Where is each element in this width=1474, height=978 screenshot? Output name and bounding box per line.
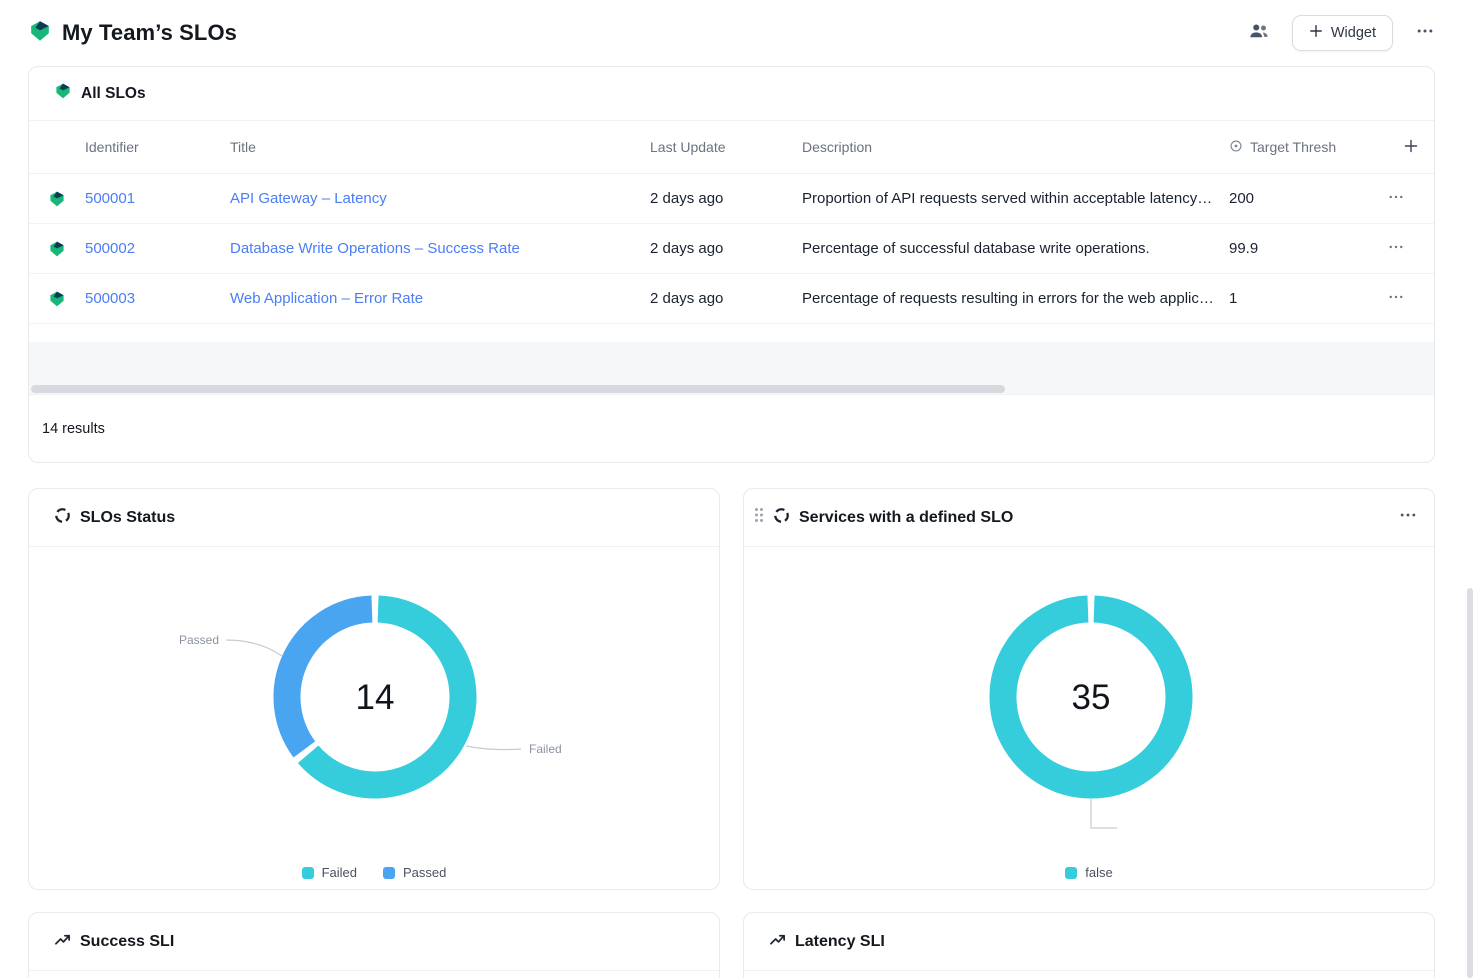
all-slos-card: All SLOs Identifier Title Last Update De… (28, 66, 1435, 463)
row-identifier-link[interactable]: 500003 (85, 290, 136, 307)
services-slo-card: Services with a defined SLO 35 false (743, 488, 1435, 890)
legend-swatch-failed (301, 866, 314, 879)
all-slos-card-title: All SLOs (81, 84, 146, 102)
success-sli-title: Success SLI (80, 932, 175, 950)
row-target-threshold: 99.9 (1229, 240, 1259, 257)
charts-row: SLOs Status Passed Failed 14 Failed (28, 488, 1435, 890)
add-widget-button[interactable]: Widget (1291, 15, 1393, 51)
donut-center-value: 35 (1072, 678, 1111, 717)
page-menu-button[interactable] (1415, 21, 1435, 46)
row-identifier-link[interactable]: 500001 (85, 190, 136, 207)
column-header-target-threshold: Target Thresh (1229, 139, 1387, 156)
row-last-update: 2 days ago (650, 240, 724, 257)
legend-item-passed[interactable]: Passed (383, 865, 446, 880)
port-logo-icon (28, 19, 52, 48)
table-row: 500002 Database Write Operations – Succe… (29, 224, 1434, 274)
page-header: My Team’s SLOs Widget (28, 0, 1435, 66)
services-slo-chart: 35 false (744, 547, 1434, 889)
row-menu-button[interactable] (1387, 288, 1405, 310)
row-description: Percentage of successful database write … (802, 240, 1150, 257)
page-title: My Team’s SLOs (62, 20, 238, 45)
donut-center-value: 14 (356, 678, 395, 717)
entity-logo-icon (29, 190, 85, 208)
legend-item-false[interactable]: false (1065, 865, 1113, 880)
row-target-threshold: 1 (1229, 290, 1238, 307)
slos-status-donut: Passed Failed 14 (179, 595, 562, 799)
page-scrollbar-thumb[interactable] (1467, 588, 1473, 978)
slos-status-chart: Passed Failed 14 Failed Passed (29, 547, 719, 889)
row-target-threshold: 200 (1229, 190, 1255, 207)
results-count: 14 results (42, 420, 105, 437)
legend-swatch-passed (383, 866, 396, 879)
latency-sli-title: Latency SLI (795, 932, 885, 950)
slos-status-card: SLOs Status Passed Failed 14 Failed (28, 488, 720, 890)
add-column-button[interactable] (1403, 138, 1419, 157)
slos-status-title: SLOs Status (80, 508, 176, 526)
table-header-row: Identifier Title Last Update Description… (29, 121, 1434, 174)
bottom-cards-row: Success SLI Latency SLI (28, 912, 1435, 978)
row-title-link[interactable]: API Gateway – Latency (230, 190, 387, 207)
table-footer: 14 results (29, 394, 1434, 462)
line-chart-icon (769, 931, 786, 953)
entity-logo-icon (29, 240, 85, 258)
row-last-update: 2 days ago (650, 190, 724, 207)
latency-sli-card-header: Latency SLI (744, 913, 1434, 971)
row-menu-button[interactable] (1387, 188, 1405, 210)
services-slo-donut: 35 (989, 595, 1193, 829)
team-members-button[interactable] (1248, 20, 1270, 47)
plus-icon (1309, 24, 1323, 42)
people-icon (1248, 20, 1270, 47)
column-header-description: Description (802, 139, 873, 155)
donut-callout-failed: Failed (529, 742, 562, 756)
slos-status-card-header: SLOs Status (29, 489, 719, 547)
donut-chart-icon (773, 507, 790, 529)
all-slos-card-header: All SLOs (29, 67, 1434, 121)
legend-swatch-false (1065, 866, 1078, 879)
table-empty-space (29, 324, 1434, 342)
services-slo-card-header: Services with a defined SLO (744, 489, 1434, 547)
services-slo-title: Services with a defined SLO (799, 508, 1014, 526)
donut-callout-passed: Passed (179, 633, 219, 647)
row-title-link[interactable]: Web Application – Error Rate (230, 290, 424, 307)
slos-status-legend: Failed Passed (29, 865, 719, 880)
success-sli-card-header: Success SLI (29, 913, 719, 971)
ellipsis-icon (1415, 21, 1435, 46)
column-header-identifier: Identifier (85, 139, 139, 155)
entity-logo-icon (29, 290, 85, 308)
row-identifier-link[interactable]: 500002 (85, 240, 136, 257)
table-row: 500001 API Gateway – Latency 2 days ago … (29, 174, 1434, 224)
add-widget-label: Widget (1330, 25, 1376, 41)
row-description: Percentage of requests resulting in erro… (802, 290, 1214, 307)
page-vertical-scrollbar[interactable] (1467, 0, 1473, 978)
table-row: 500003 Web Application – Error Rate 2 da… (29, 274, 1434, 324)
row-last-update: 2 days ago (650, 290, 724, 307)
row-description: Proportion of API requests served within… (802, 190, 1213, 207)
row-menu-button[interactable] (1387, 238, 1405, 260)
legend-item-failed[interactable]: Failed (301, 865, 357, 880)
table-horizontal-scrollbar[interactable] (31, 385, 1005, 393)
header-actions: Widget (1248, 15, 1435, 51)
row-title-link[interactable]: Database Write Operations – Success Rate (230, 240, 520, 257)
line-chart-icon (54, 931, 71, 953)
drag-handle-icon[interactable] (754, 507, 764, 528)
success-sli-card: Success SLI (28, 912, 720, 978)
target-icon (1229, 139, 1243, 156)
services-slo-legend: false (744, 865, 1434, 880)
latency-sli-card: Latency SLI (743, 912, 1435, 978)
donut-chart-icon (54, 507, 71, 529)
page-brand: My Team’s SLOs (28, 19, 237, 48)
column-header-last-update: Last Update (650, 139, 726, 155)
column-header-title: Title (230, 139, 256, 155)
table-scroll-track (29, 342, 1434, 394)
port-logo-icon (54, 82, 72, 105)
card-menu-button[interactable] (1398, 505, 1418, 530)
